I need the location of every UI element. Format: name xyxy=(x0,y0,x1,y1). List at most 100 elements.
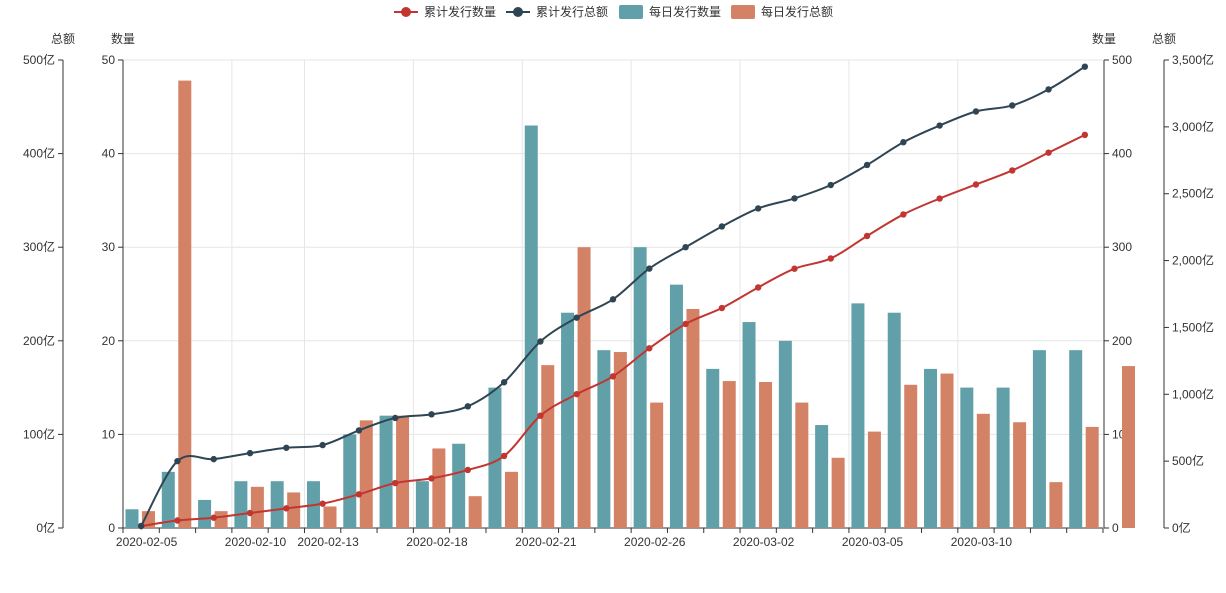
bar-daily-amount xyxy=(867,431,881,528)
bar-daily-count xyxy=(887,312,901,528)
bar-daily-count xyxy=(488,387,502,528)
left_inner-tick-label: 40 xyxy=(102,147,116,161)
bar-daily-amount xyxy=(396,415,410,528)
cumulative-amount-point xyxy=(283,444,290,451)
x-tick-label: 2020-03-10 xyxy=(951,535,1013,549)
bar-daily-amount xyxy=(831,457,845,528)
left_outer-tick-label: 0亿 xyxy=(36,520,55,535)
left-inner-axis-title: 数量 xyxy=(111,31,135,46)
cumulative-amount-point xyxy=(210,455,217,463)
bar-daily-amount xyxy=(759,381,773,528)
bar-daily-count xyxy=(851,303,865,528)
x-tick-label: 2020-02-10 xyxy=(225,535,287,549)
cumulative-amount-point xyxy=(972,108,980,115)
bar-daily-count xyxy=(960,387,974,528)
cumulative-count-point xyxy=(537,412,544,419)
cumulative-count-point xyxy=(428,475,435,482)
left_inner-tick-label: 10 xyxy=(102,427,116,441)
bar-daily-amount xyxy=(250,486,264,528)
cumulative-count-point xyxy=(464,466,472,474)
x-tick-label: 2020-03-05 xyxy=(842,535,904,549)
bar-daily-amount xyxy=(504,471,518,528)
left_outer-tick-label: 200亿 xyxy=(23,333,55,348)
cumulative-count-point xyxy=(500,452,508,460)
bar-daily-count xyxy=(198,499,212,528)
bar-daily-count xyxy=(597,350,611,528)
right-outer-axis-title: 总额 xyxy=(1152,32,1176,46)
legend-point-swatch xyxy=(513,7,523,17)
cumulative-count-point xyxy=(319,500,326,507)
legend-point-swatch xyxy=(401,7,411,17)
cumulative-amount-point xyxy=(936,122,943,129)
cumulative-count-point xyxy=(1045,149,1052,156)
cumulative-amount-point xyxy=(791,195,798,202)
left_outer-tick-label: 400亿 xyxy=(23,146,55,161)
bar-daily-amount xyxy=(178,80,192,528)
bar-daily-amount xyxy=(468,496,482,528)
bar-daily-amount xyxy=(650,402,664,528)
cumulative-count-point xyxy=(174,517,181,524)
legend-label: 每日发行数量 xyxy=(649,4,721,19)
bar-daily-amount xyxy=(1013,422,1027,528)
cumulative-amount-point xyxy=(646,265,653,272)
cumulative-amount-point xyxy=(1081,63,1089,70)
left_outer-tick-label: 100亿 xyxy=(23,426,55,441)
bar-daily-count xyxy=(452,443,466,528)
x-tick-label: 2020-02-18 xyxy=(406,535,468,549)
left_outer-tick-label: 300亿 xyxy=(23,239,55,254)
bar-daily-amount xyxy=(904,384,918,528)
bar-daily-count xyxy=(924,368,938,528)
right_outer-tick-label: 0亿 xyxy=(1172,520,1191,535)
cumulative-count-point xyxy=(283,505,290,512)
bar-daily-count xyxy=(706,368,720,528)
right-inner-axis-title: 数量 xyxy=(1092,31,1116,46)
bar-daily-amount xyxy=(795,402,809,528)
cumulative-count-point xyxy=(1009,167,1016,174)
bar-daily-amount xyxy=(432,448,446,528)
bar-daily-count xyxy=(561,312,575,528)
cumulative-amount-point xyxy=(718,223,726,230)
x-tick-label: 2020-02-21 xyxy=(515,535,577,549)
cumulative-amount-point xyxy=(319,441,326,449)
cumulative-count-point xyxy=(355,491,363,498)
bar-daily-amount xyxy=(722,381,736,528)
bar-daily-amount xyxy=(577,247,591,528)
cumulative-amount-point xyxy=(137,522,145,530)
bar-daily-count xyxy=(343,434,357,528)
left_outer-tick-label: 500亿 xyxy=(23,52,55,67)
cumulative-count-point xyxy=(936,195,943,202)
cumulative-count-point xyxy=(718,304,726,312)
cumulative-count-point xyxy=(863,232,871,240)
bar-daily-amount xyxy=(541,365,555,528)
cumulative-count-point xyxy=(609,373,617,380)
bar-daily-amount xyxy=(323,506,337,528)
cumulative-amount-point xyxy=(355,427,363,434)
right_inner-tick-label: 300 xyxy=(1112,240,1132,254)
bar-daily-amount xyxy=(976,413,990,528)
cumulative-amount-point xyxy=(428,411,435,418)
bar-daily-count xyxy=(270,481,284,528)
cumulative-amount-point xyxy=(573,314,580,321)
bar-daily-count xyxy=(633,247,647,528)
bar-daily-count xyxy=(379,415,393,528)
left-outer-axis-title: 总额 xyxy=(51,32,75,46)
cumulative-amount-point xyxy=(827,181,834,189)
cumulative-amount-point xyxy=(863,161,871,169)
bar-daily-count xyxy=(415,481,429,528)
cumulative-count-point xyxy=(972,181,980,188)
left_inner-tick-label: 20 xyxy=(102,334,116,348)
bar-daily-amount xyxy=(1122,366,1135,528)
cumulative-amount-point xyxy=(900,139,907,146)
cumulative-amount-point xyxy=(246,449,254,457)
bar-daily-amount xyxy=(940,373,954,528)
cumulative-count-point xyxy=(900,211,907,218)
bar-daily-count xyxy=(815,425,829,528)
cumulative-amount-point xyxy=(1009,102,1016,109)
right_outer-tick-label: 500亿 xyxy=(1172,453,1204,468)
cumulative-count-point xyxy=(246,509,254,517)
cumulative-count-point xyxy=(791,265,798,272)
cumulative-amount-point xyxy=(754,205,762,212)
cumulative-count-point xyxy=(210,514,217,521)
